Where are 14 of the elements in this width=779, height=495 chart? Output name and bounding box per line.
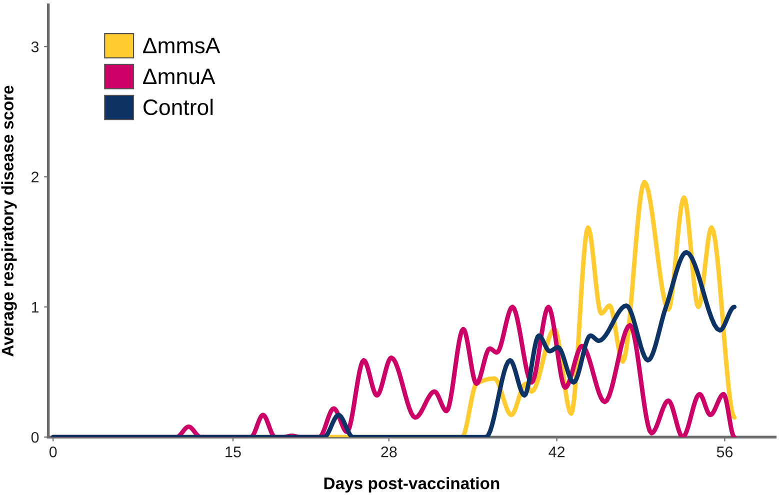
legend-label: ΔmmsA: [143, 38, 220, 54]
x-tick-label: 15: [226, 446, 241, 458]
y-tick-label: 1: [32, 302, 39, 312]
y-tick-label: 0: [31, 432, 39, 443]
x-tick-label: 56: [716, 446, 733, 458]
x-tick-label: 42: [548, 446, 565, 458]
legend-label: ΔmnuA: [143, 68, 216, 84]
y-tick-label: 3: [31, 41, 39, 52]
x-axis-title: Days post-vaccination: [324, 477, 500, 493]
x-tick-label: 28: [381, 446, 397, 458]
y-axis-title: Average respiratory disease score: [1, 86, 17, 356]
y-tick-label: 2: [32, 172, 39, 182]
legend-label: Control: [144, 98, 213, 116]
x-tick-label: 0: [49, 446, 57, 458]
